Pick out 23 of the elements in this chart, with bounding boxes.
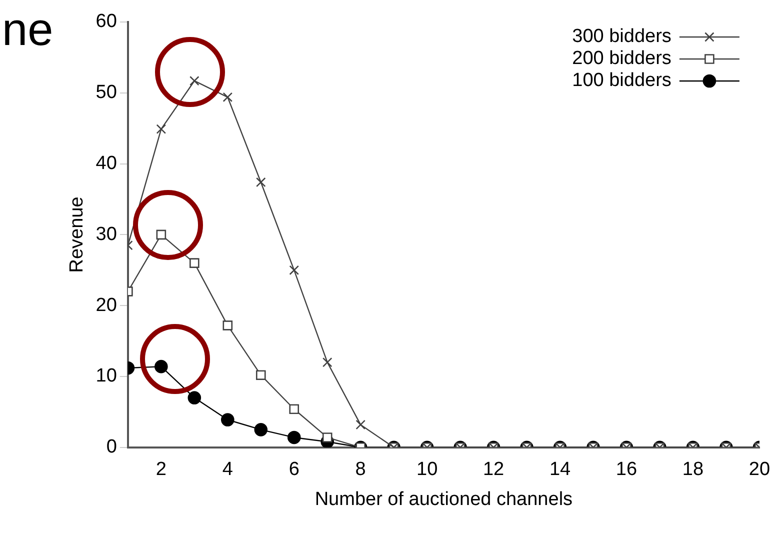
x-tick-label: 4 xyxy=(222,459,234,480)
y-axis-title: Revenue xyxy=(66,196,88,273)
y-tick-label: 30 xyxy=(96,224,117,245)
x-tick-label: 2 xyxy=(156,459,166,480)
x-tick-label: 16 xyxy=(616,459,638,480)
y-tick-label: 50 xyxy=(96,82,117,104)
y-tick-label: 10 xyxy=(96,366,117,387)
y-tick-label: 0 xyxy=(106,436,117,458)
text: ne xyxy=(2,2,54,56)
y-tick-label: 60 xyxy=(96,11,117,32)
legend-label: 200 bidders xyxy=(572,48,672,70)
x-axis-title: Number of auctioned channels xyxy=(314,488,573,510)
x-tick-label: 12 xyxy=(482,459,504,480)
x-tick-label: 20 xyxy=(748,459,770,480)
legend-label: 300 bidders xyxy=(572,26,672,48)
x-tick-label: 18 xyxy=(682,459,704,480)
y-tick-label: 40 xyxy=(96,153,117,174)
x-tick-label: 6 xyxy=(288,459,300,480)
x-tick-label: 8 xyxy=(355,459,366,480)
y-tick-label: 20 xyxy=(96,294,117,316)
x-tick-label: 14 xyxy=(549,459,572,480)
x-tick-label: 10 xyxy=(416,459,438,480)
legend-label: 100 bidders xyxy=(572,70,672,92)
